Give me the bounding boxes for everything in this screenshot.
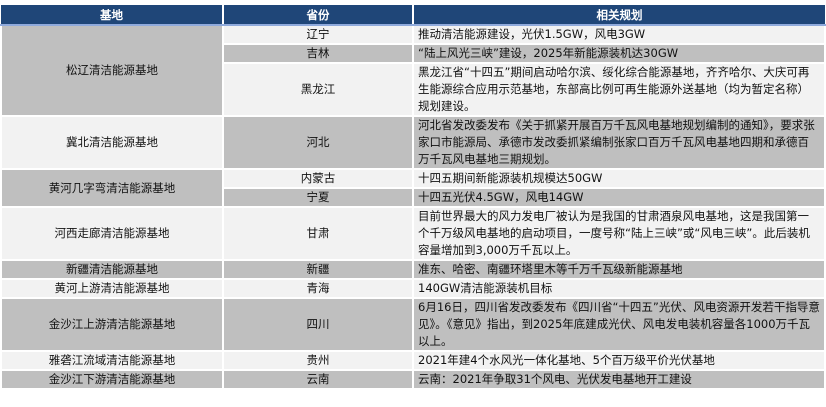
- header-base: 基地: [1, 5, 223, 26]
- province-cell: 新疆: [222, 259, 414, 280]
- province-cell: 贵州: [222, 350, 414, 371]
- base-cell: 金沙江上游清洁能源基地: [0, 297, 224, 352]
- province-cell: 云南: [222, 369, 414, 390]
- base-cell: 金沙江下游清洁能源基地: [0, 369, 224, 390]
- plan-cell: “陆上风光三峡”建设，2025年新能源装机达30GW: [412, 43, 826, 64]
- header-plan: 相关规划: [412, 5, 825, 26]
- table-row: 吉林 “陆上风光三峡”建设，2025年新能源装机达30GW: [1, 43, 826, 64]
- plan-cell: 推动清洁能源建设，光伏1.5GW，风电3GW: [412, 24, 826, 45]
- table-row: 黄河上游清洁能源基地 青海 140GW清洁能源装机目标: [0, 278, 826, 299]
- province-cell: 青海: [222, 278, 414, 299]
- plan-cell: 目前世界最大的风力发电厂被认为是我国的甘肃酒泉风电基地，这是我国第一个千万级风电…: [412, 206, 826, 261]
- table-row: 宁夏 十四五光伏4.5GW，风电14GW: [1, 187, 826, 208]
- province-cell: 宁夏: [222, 187, 414, 208]
- table-row: 河西走廊清洁能源基地 甘肃 目前世界最大的风力发电厂被认为是我国的甘肃酒泉风电基…: [0, 206, 826, 261]
- province-cell: 辽宁: [222, 24, 414, 45]
- table-row: 松辽清洁能源基地 辽宁 推动清洁能源建设，光伏1.5GW，风电3GW: [0, 24, 826, 117]
- base-cell: 新疆清洁能源基地: [0, 259, 224, 280]
- province-cell: 四川: [222, 297, 414, 352]
- header-row: 基地 省份 相关规划: [1, 5, 825, 26]
- table-row: 黄河几字弯清洁能源基地 内蒙古 十四五期间新能源装机规模达50GW: [0, 168, 826, 208]
- plan-cell: 黑龙江省“十四五”期间启动哈尔滨、绥化综合能源基地，齐齐哈尔、大庆可再生能源综合…: [412, 62, 826, 117]
- plan-cell: 河北省发改委发布《关于抓紧开展百万千瓦风电基地规划编制的通知》，要求张家口市能源…: [412, 115, 826, 170]
- base-cell: 河西走廊清洁能源基地: [0, 206, 224, 261]
- base-cell: 黄河几字弯清洁能源基地: [0, 168, 224, 208]
- table-row: 金沙江下游清洁能源基地 云南 云南：2021年争取31个风电、光伏发电基地开工建…: [0, 369, 826, 390]
- table-row: 新疆清洁能源基地 新疆 准东、哈密、南疆环塔里木等千万千瓦级新能源基地: [0, 259, 826, 280]
- table-row: 雅砻江流域清洁能源基地 贵州 2021年建4个水风光一体化基地、5个百万级平价光…: [0, 350, 826, 371]
- plan-cell: 6月16日，四川省发改委发布《四川省“十四五”光伏、风电资源开发若干指导意见》。…: [412, 297, 826, 352]
- header-province: 省份: [222, 5, 413, 26]
- province-cell: 甘肃: [222, 206, 414, 261]
- plan-cell: 十四五光伏4.5GW，风电14GW: [412, 187, 826, 208]
- plan-cell: 云南：2021年争取31个风电、光伏发电基地开工建设: [412, 369, 826, 390]
- base-cell: 黄河上游清洁能源基地: [0, 278, 224, 299]
- table-row: 金沙江上游清洁能源基地 四川 6月16日，四川省发改委发布《四川省“十四五”光伏…: [0, 297, 826, 352]
- province-cell: 吉林: [222, 43, 414, 64]
- plan-cell: 准东、哈密、南疆环塔里木等千万千瓦级新能源基地: [412, 259, 826, 280]
- province-cell: 河北: [222, 115, 414, 170]
- base-cell: 冀北清洁能源基地: [0, 115, 224, 170]
- plan-cell: 140GW清洁能源装机目标: [412, 278, 826, 299]
- plan-cell: 十四五期间新能源装机规模达50GW: [412, 168, 826, 189]
- plan-cell: 2021年建4个水风光一体化基地、5个百万级平价光伏基地: [412, 350, 826, 371]
- province-cell: 黑龙江: [222, 62, 414, 117]
- base-cell: 松辽清洁能源基地: [0, 24, 224, 117]
- province-cell: 内蒙古: [222, 168, 414, 189]
- base-cell: 雅砻江流域清洁能源基地: [0, 350, 224, 371]
- table-row: 冀北清洁能源基地 河北 河北省发改委发布《关于抓紧开展百万千瓦风电基地规划编制的…: [0, 115, 826, 170]
- clean-energy-base-table: 基地 省份 相关规划 松辽清洁能源基地 辽宁 推动清洁能源建设，光伏1.5GW，…: [0, 5, 826, 390]
- table-row: 黑龙江 黑龙江省“十四五”期间启动哈尔滨、绥化综合能源基地，齐齐哈尔、大庆可再生…: [1, 62, 826, 117]
